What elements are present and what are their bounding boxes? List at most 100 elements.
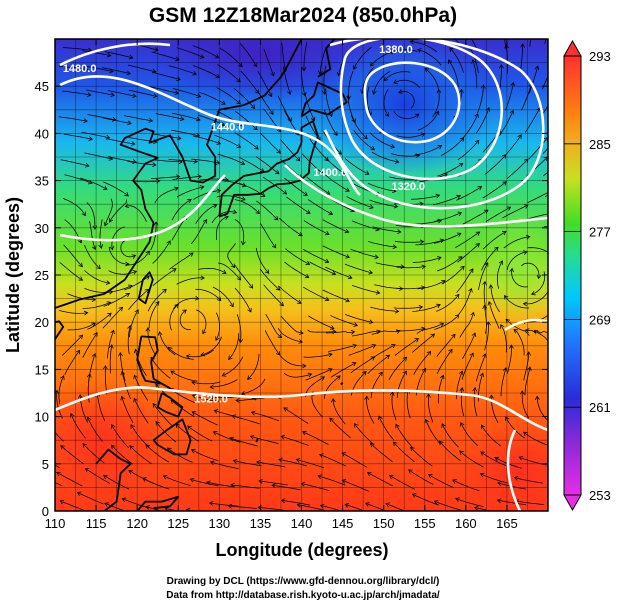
- streamline: [536, 396, 548, 422]
- streamline: [168, 65, 197, 75]
- contour-labels: 1380.0 1480.0 1440.0 1400.0 1320.0 1520.0: [63, 44, 425, 405]
- streamline: [406, 389, 411, 419]
- streamline-arrow: [482, 353, 487, 359]
- streamline-arrow: [127, 324, 132, 330]
- streamline-arrow: [398, 89, 403, 94]
- streamline-arrow: [232, 458, 238, 464]
- streamline-arrow: [301, 91, 307, 97]
- streamline-arrow: [383, 76, 389, 82]
- streamline: [322, 219, 349, 233]
- streamline: [521, 262, 540, 279]
- streamline: [482, 181, 507, 199]
- streamline: [190, 478, 219, 487]
- streamline: [206, 481, 236, 488]
- streamline: [264, 330, 281, 356]
- streamline: [533, 330, 548, 343]
- streamline-arrow: [188, 252, 194, 257]
- streamline-arrow: [498, 64, 504, 69]
- streamline: [192, 135, 221, 145]
- streamline: [173, 297, 199, 310]
- streamline: [255, 156, 280, 175]
- streamline-arrow: [509, 267, 514, 273]
- streamline: [209, 502, 239, 507]
- streamline-arrow: [347, 274, 353, 280]
- streamline-arrow: [175, 174, 181, 180]
- streamline-arrow: [120, 370, 126, 376]
- streamline: [385, 503, 406, 511]
- x-axis-ticks: 110 115 120 125 130 135 140 145 150 155 160 165: [45, 39, 518, 531]
- streamline: [192, 45, 219, 59]
- streamline: [85, 468, 111, 484]
- streamline-arrow: [132, 270, 138, 275]
- streamline: [459, 312, 474, 338]
- contour-1480-south: [59, 174, 226, 242]
- streamline: [58, 116, 88, 122]
- colorbar: 253 261 269 277 285 293: [563, 39, 611, 512]
- streamline: [428, 474, 455, 489]
- streamline: [345, 314, 373, 323]
- x-tick-label: 135: [250, 516, 272, 531]
- streamline: [56, 390, 63, 419]
- credit-data: Data from http://database.rish.kyoto-u.a…: [166, 590, 440, 601]
- streamline-arrow: [384, 112, 390, 117]
- streamline: [478, 262, 489, 290]
- streamline: [124, 115, 153, 122]
- streamline-arrow: [458, 370, 464, 376]
- streamline-arrow: [330, 397, 336, 403]
- streamline: [150, 86, 179, 94]
- streamline: [99, 219, 103, 249]
- coastline-luzon: [136, 335, 171, 390]
- streamline: [417, 49, 442, 66]
- coastline-micronesia-2: [255, 437, 259, 443]
- streamline: [159, 331, 176, 356]
- streamline: [285, 248, 310, 265]
- streamline-arrow: [274, 169, 280, 175]
- streamline-arrow: [124, 192, 129, 197]
- streamline: [500, 324, 507, 353]
- streamline-arrow: [199, 185, 205, 190]
- streamline: [415, 239, 444, 246]
- x-tick-label: 160: [455, 516, 477, 531]
- streamline: [230, 484, 260, 489]
- streamline-arrow: [128, 469, 133, 475]
- colorbar-tick-label: 285: [589, 137, 611, 152]
- contour-label: 1320.0: [391, 181, 425, 193]
- streamline: [247, 353, 260, 380]
- streamline: [370, 306, 399, 312]
- streamline: [187, 425, 213, 442]
- streamline: [152, 268, 177, 286]
- streamline-arrow: [120, 395, 125, 401]
- y-tick-label: 40: [35, 126, 49, 141]
- streamline-arrow: [213, 409, 219, 414]
- streamline-arrow: [209, 384, 214, 390]
- streamline: [197, 114, 225, 126]
- streamline-arrow: [91, 353, 97, 358]
- streamline-arrow: [125, 293, 131, 298]
- streamline-arrow: [388, 475, 394, 480]
- streamline-arrow: [484, 262, 489, 267]
- streamline-arrow: [449, 47, 454, 52]
- streamline: [389, 475, 415, 490]
- streamline: [322, 245, 350, 258]
- streamline-arrow: [295, 458, 301, 463]
- streamline-arrow: [510, 81, 516, 87]
- streamline: [483, 281, 487, 311]
- streamline-arrow: [268, 92, 273, 98]
- streamline-arrow: [282, 190, 288, 195]
- streamline-arrow: [301, 67, 307, 72]
- streamline: [104, 51, 133, 59]
- streamline-arrow: [394, 159, 400, 164]
- streamline-arrow: [479, 372, 485, 378]
- streamline: [193, 190, 221, 200]
- streamline: [176, 47, 205, 59]
- streamline: [394, 240, 424, 243]
- streamline: [350, 114, 368, 140]
- streamline: [460, 422, 478, 446]
- streamline-arrow: [236, 143, 242, 148]
- streamline: [281, 42, 286, 72]
- streamline-arrow: [35, 453, 39, 457]
- streamline-arrow: [440, 28, 444, 32]
- streamline: [308, 315, 335, 330]
- streamline-arrow: [253, 62, 258, 68]
- streamline: [354, 423, 375, 446]
